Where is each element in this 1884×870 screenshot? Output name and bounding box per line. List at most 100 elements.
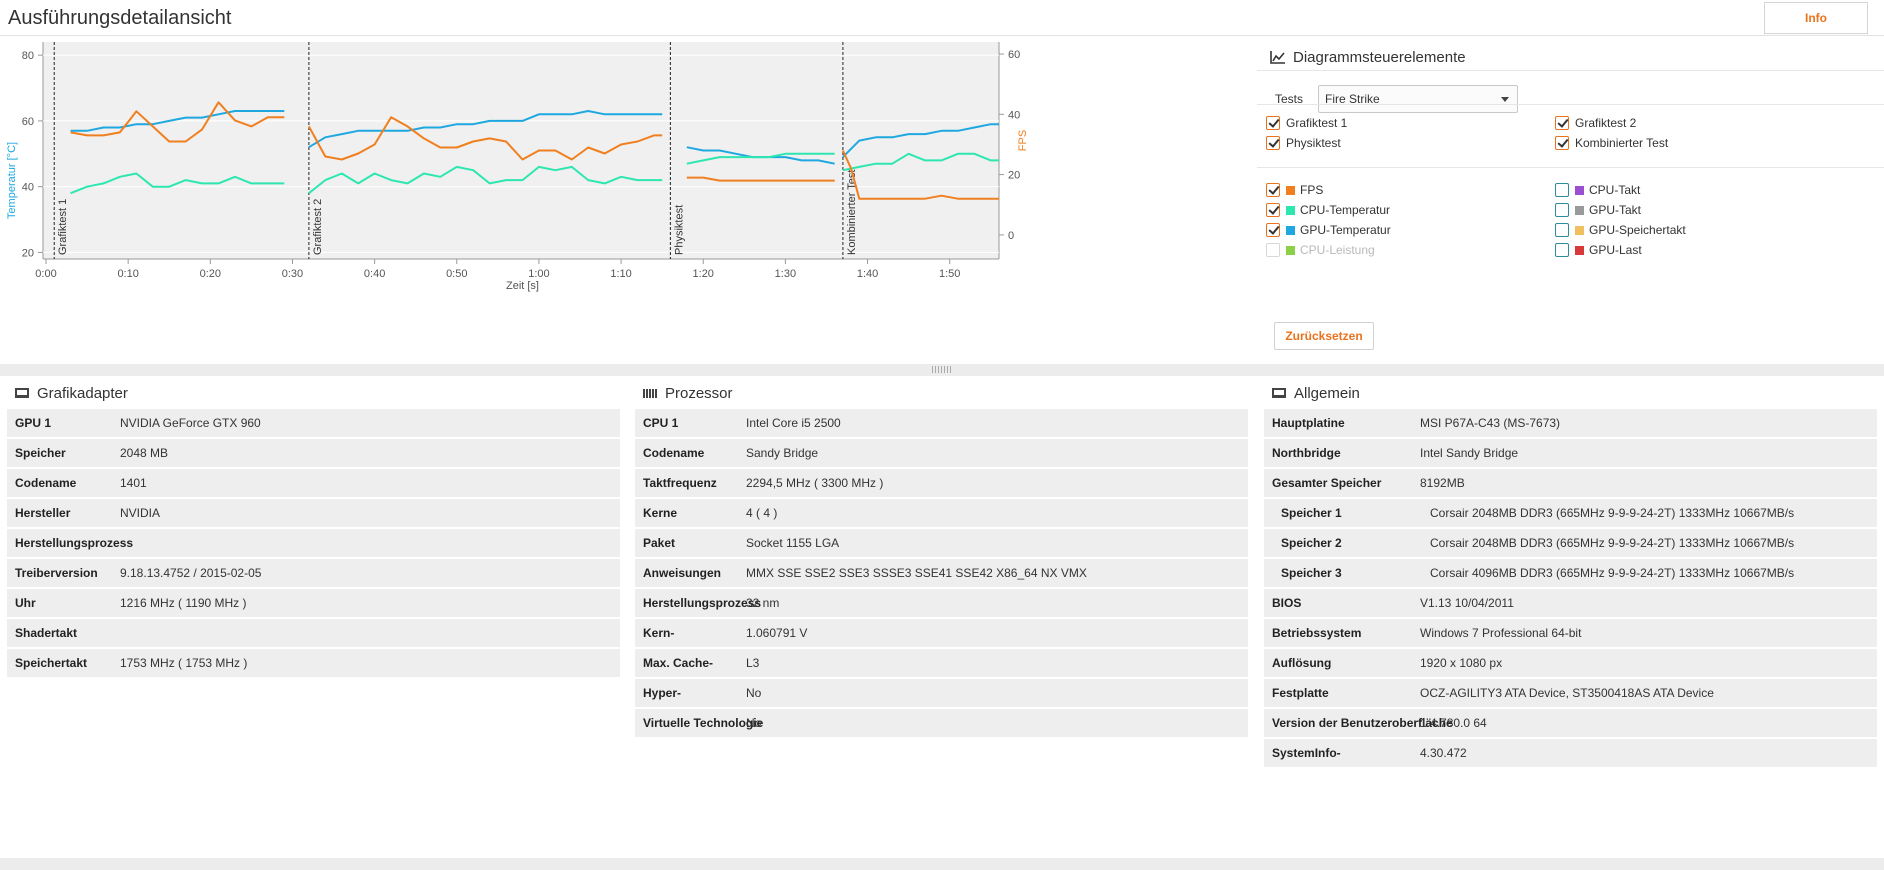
- table-row: Herstellungsprozess: [7, 529, 620, 557]
- table-row: Herstellungsprozess 32 nm: [635, 589, 1248, 617]
- row-value: 1753 MHz ( 1753 MHz ): [120, 656, 248, 670]
- table-row: Uhr 1216 MHz ( 1190 MHz ): [7, 589, 620, 617]
- chart-line-icon: [1270, 51, 1285, 64]
- general-title: Allgemein: [1294, 385, 1360, 402]
- checkbox-label: GPU-Last: [1589, 243, 1642, 257]
- laptop-icon: [1272, 388, 1286, 398]
- row-value: L3: [746, 656, 760, 670]
- table-row: Hyper- No: [635, 679, 1248, 707]
- row-key: Hyper-: [643, 686, 682, 700]
- table-row: Speichertakt 1753 MHz ( 1753 MHz ): [7, 649, 620, 677]
- series-line-gpu-temperatur: [842, 123, 999, 158]
- bottom-bar: [0, 858, 1884, 870]
- checkbox-checked-icon[interactable]: [1266, 223, 1280, 237]
- checkbox-checked-icon[interactable]: [1266, 116, 1280, 130]
- row-value: 2294,5 MHz ( 3300 MHz ): [746, 476, 884, 490]
- row-value: MMX SSE SSE2 SSE3 SSSE3 SSE41 SSE42 X86_…: [746, 566, 1087, 580]
- row-value: Socket 1155 LGA: [746, 536, 840, 550]
- row-key: Festplatte: [1272, 686, 1329, 700]
- divider: [1257, 104, 1884, 105]
- table-row: Taktfrequenz 2294,5 MHz ( 3300 MHz ): [635, 469, 1248, 497]
- checkbox-checked-icon[interactable]: [1266, 183, 1280, 197]
- row-key: Herstellungsprozess: [643, 596, 762, 610]
- series-line-fps: [70, 101, 285, 143]
- right-axis-label: FPS: [1017, 130, 1029, 151]
- checkbox-label: Grafiktest 1: [1286, 116, 1348, 130]
- checkbox-label: CPU-Takt: [1589, 183, 1641, 197]
- table-row: Codename 1401: [7, 469, 620, 497]
- table-row: Speicher 2048 MB: [7, 439, 620, 467]
- checkbox-empty-icon: [1266, 243, 1280, 257]
- series-line-gpu-temperatur: [70, 110, 285, 132]
- graphics-adapter-title: Grafikadapter: [37, 385, 128, 402]
- checkbox-checked-icon[interactable]: [1555, 116, 1569, 130]
- row-key: Herstellungsprozess: [15, 536, 134, 550]
- header: Ausführungsdetailansicht Info: [0, 0, 1884, 36]
- series-line-cpu-temperatur: [308, 165, 663, 194]
- row-key: CPU 1: [643, 416, 679, 430]
- row-key: Speichertakt: [15, 656, 88, 670]
- x-tick-label: 0:20: [200, 268, 221, 280]
- checkbox-label: Physiktest: [1286, 136, 1341, 150]
- left-axis-label: Temperatur [°C]: [6, 142, 18, 219]
- x-tick-label: 1:00: [528, 268, 549, 280]
- table-row: Speicher 3 Corsair 4096MB DDR3 (665MHz 9-…: [1264, 559, 1877, 587]
- checkbox-empty-icon[interactable]: [1555, 243, 1569, 257]
- splitter-grip-icon[interactable]: [932, 366, 952, 373]
- checkbox-checked-icon[interactable]: [1555, 136, 1569, 150]
- row-value: 4.30.472: [1420, 746, 1467, 760]
- legend-swatch: [1286, 206, 1295, 215]
- checkbox-empty-icon[interactable]: [1555, 223, 1569, 237]
- chart-area: Grafiktest 1 Grafiktest 2 Physiktest Kombin…: [0, 37, 1884, 364]
- tests-label: Tests: [1275, 92, 1304, 106]
- row-key: Speicher 2: [1281, 536, 1342, 550]
- checkbox-checked-icon[interactable]: [1266, 136, 1280, 150]
- row-value: Intel Core i5 2500: [746, 416, 841, 430]
- performance-chart: Grafiktest 1 Grafiktest 2 Physiktest Kombin…: [6, 42, 1029, 292]
- x-tick-label: 1:10: [610, 268, 631, 280]
- table-row: Kerne 4 ( 4 ): [635, 499, 1248, 527]
- row-value: NVIDIA: [120, 506, 161, 520]
- row-key: Northbridge: [1272, 446, 1341, 460]
- checkbox-empty-icon[interactable]: [1555, 183, 1569, 197]
- row-key: Speicher 1: [1281, 506, 1342, 520]
- series-line-fps: [308, 116, 663, 161]
- row-value: MSI P67A-C43 (MS-7673): [1420, 416, 1561, 430]
- row-value: 1920 x 1080 px: [1420, 656, 1503, 670]
- x-axis-label: Zeit [s]: [506, 280, 539, 292]
- checkbox-empty-icon[interactable]: [1555, 203, 1569, 217]
- table-row: Betriebssystem Windows 7 Professional 64-…: [1264, 619, 1877, 647]
- tests-select[interactable]: Fire Strike: [1318, 85, 1518, 113]
- info-button[interactable]: Info: [1764, 2, 1868, 34]
- table-row: Anweisungen MMX SSE SSE2 SSE3 SSSE3 SSE41…: [635, 559, 1248, 587]
- row-key: Version der Benutzeroberfläche: [1272, 716, 1453, 730]
- checkbox-checked-icon[interactable]: [1266, 203, 1280, 217]
- row-key: Hersteller: [15, 506, 71, 520]
- row-value: 4 ( 4 ): [746, 506, 778, 520]
- page-title: Ausführungsdetailansicht: [8, 7, 232, 29]
- monitor-icon: [15, 388, 29, 398]
- row-value: No: [746, 686, 762, 700]
- checkbox-label: GPU-Speichertakt: [1589, 223, 1686, 237]
- x-tick-label: 1:20: [693, 268, 714, 280]
- right-tick-label: 0: [1008, 230, 1014, 242]
- reset-button[interactable]: Zurücksetzen: [1274, 322, 1374, 350]
- row-key: Codename: [643, 446, 705, 460]
- row-key: Treiberversion: [15, 566, 98, 580]
- x-tick-label: 1:30: [775, 268, 796, 280]
- cpu-icon: [643, 389, 657, 398]
- row-value: 2048 MB: [120, 446, 169, 460]
- plot-background: [43, 42, 999, 259]
- row-value: 1216 MHz ( 1190 MHz ): [120, 596, 247, 610]
- left-tick-label: 40: [22, 182, 34, 194]
- series-line-fps: [686, 176, 835, 182]
- left-tick-label: 80: [22, 50, 34, 62]
- x-tick-label: 0:30: [282, 268, 303, 280]
- row-value: Corsair 4096MB DDR3 (665MHz 9-9-9-24-2T)…: [1430, 566, 1795, 580]
- chart-controls-panel: Diagrammsteuerelemente Tests Fire Strike…: [1257, 37, 1884, 364]
- row-value: 1.060791 V: [746, 626, 808, 640]
- legend-swatch: [1286, 186, 1295, 195]
- checkbox-label: FPS: [1300, 183, 1324, 197]
- panel-title: Allgemein: [1272, 385, 1360, 405]
- row-key: Kern-: [643, 626, 675, 640]
